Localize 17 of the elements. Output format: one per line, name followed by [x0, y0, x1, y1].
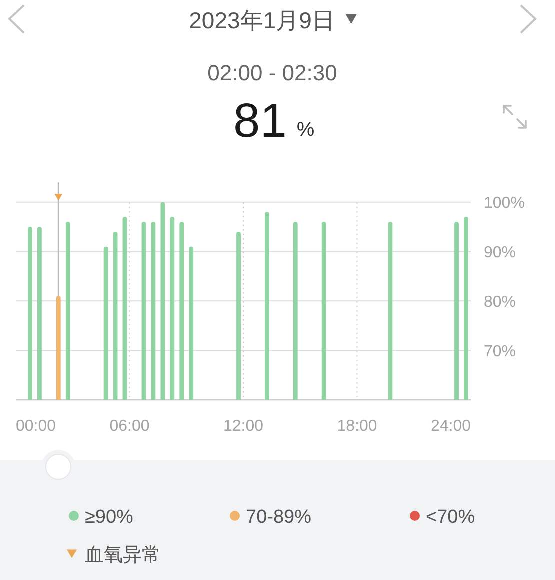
- legend-label: <70%: [426, 507, 476, 528]
- x-tick-label: 00:00: [16, 418, 56, 435]
- y-tick-label: 100%: [484, 195, 525, 212]
- subtitle: 02:00 - 02:30: [208, 60, 338, 86]
- x-tick-label: 12:00: [223, 418, 264, 435]
- y-tick-label: 90%: [484, 244, 516, 262]
- title: 2023年1月9日: [189, 8, 335, 34]
- legend-label: ≥90%: [85, 507, 134, 528]
- legend-label: 血氧异常: [85, 545, 161, 566]
- x-tick-label: 24:00: [430, 418, 471, 435]
- legend-label: 70-89%: [246, 507, 312, 528]
- annotation: %: [296, 119, 315, 141]
- x-tick-label: 18:00: [337, 418, 378, 435]
- y-tick-label: 80%: [484, 294, 516, 311]
- y-tick-label: 70%: [484, 343, 516, 360]
- annotation: 81: [234, 95, 287, 148]
- x-tick-label: 06:00: [110, 418, 150, 435]
